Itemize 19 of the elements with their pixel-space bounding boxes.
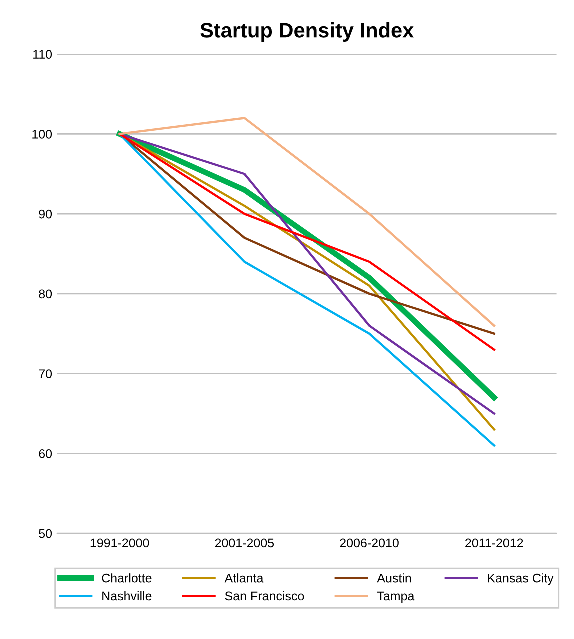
- y-tick-label: 90: [39, 210, 52, 219]
- y-tick-label: 60: [39, 449, 52, 458]
- x-tick-label: 1991-2000: [90, 538, 150, 548]
- legend-label: Kansas City: [488, 574, 554, 586]
- y-tick-label: 80: [39, 290, 52, 299]
- x-tick-label: 2006-2010: [340, 538, 399, 548]
- y-tick-label: 50: [39, 529, 52, 538]
- legend-label: Charlotte: [102, 574, 152, 583]
- x-tick-label: 2011-2012: [466, 538, 524, 548]
- legend-label: Tampa: [377, 592, 415, 604]
- chart-title: Startup Density Index: [200, 22, 414, 42]
- x-tick-label: 2001-2005: [215, 538, 274, 548]
- legend-label: Nashville: [102, 591, 152, 601]
- legend-label: Austin: [377, 574, 412, 583]
- legend-label: San Francisco: [225, 591, 304, 601]
- y-tick-label: 100: [32, 130, 52, 139]
- y-tick-label: 70: [39, 370, 52, 378]
- y-tick-label: 110: [34, 50, 52, 59]
- legend-label: Atlanta: [224, 574, 264, 583]
